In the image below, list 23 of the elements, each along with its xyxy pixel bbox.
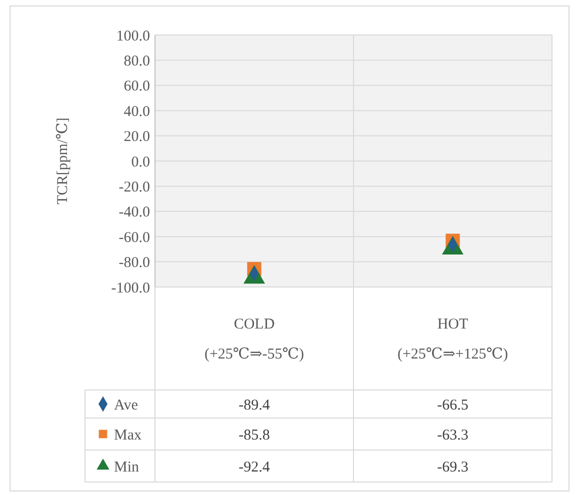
- y-tick-label: -20.0: [118, 179, 150, 196]
- y-tick-label: -60.0: [118, 230, 150, 246]
- y-tick-label: 40.0: [124, 104, 150, 120]
- data-label: -63.3: [437, 427, 468, 444]
- y-axis-title: TCR[ppm/℃]: [55, 118, 71, 204]
- y-tick-label: 20.0: [124, 129, 150, 146]
- x-tick-label: COLD (+25℃⇒-55℃): [204, 316, 304, 362]
- data-label: -85.8: [238, 427, 270, 444]
- legend-label: Min: [114, 459, 140, 476]
- y-tick-label: -100.0: [111, 280, 150, 296]
- y-tick-label: -80.0: [118, 255, 150, 272]
- legend-label: Ave: [114, 397, 138, 414]
- y-tick-label: 60.0: [124, 78, 150, 95]
- y-tick-label: 80.0: [124, 53, 150, 70]
- data-label: -89.4: [238, 397, 270, 414]
- data-label: -69.3: [437, 459, 468, 476]
- y-tick-label: 100.0: [116, 28, 150, 44]
- data-label: -92.4: [238, 459, 270, 476]
- x-tick-label: HOT (+25℃⇒+125℃): [397, 316, 508, 362]
- data-label: -66.5: [437, 397, 468, 414]
- y-tick-label: 0.0: [131, 154, 150, 170]
- legend-label: Max: [114, 427, 142, 444]
- y-tick-label: -40.0: [118, 204, 150, 221]
